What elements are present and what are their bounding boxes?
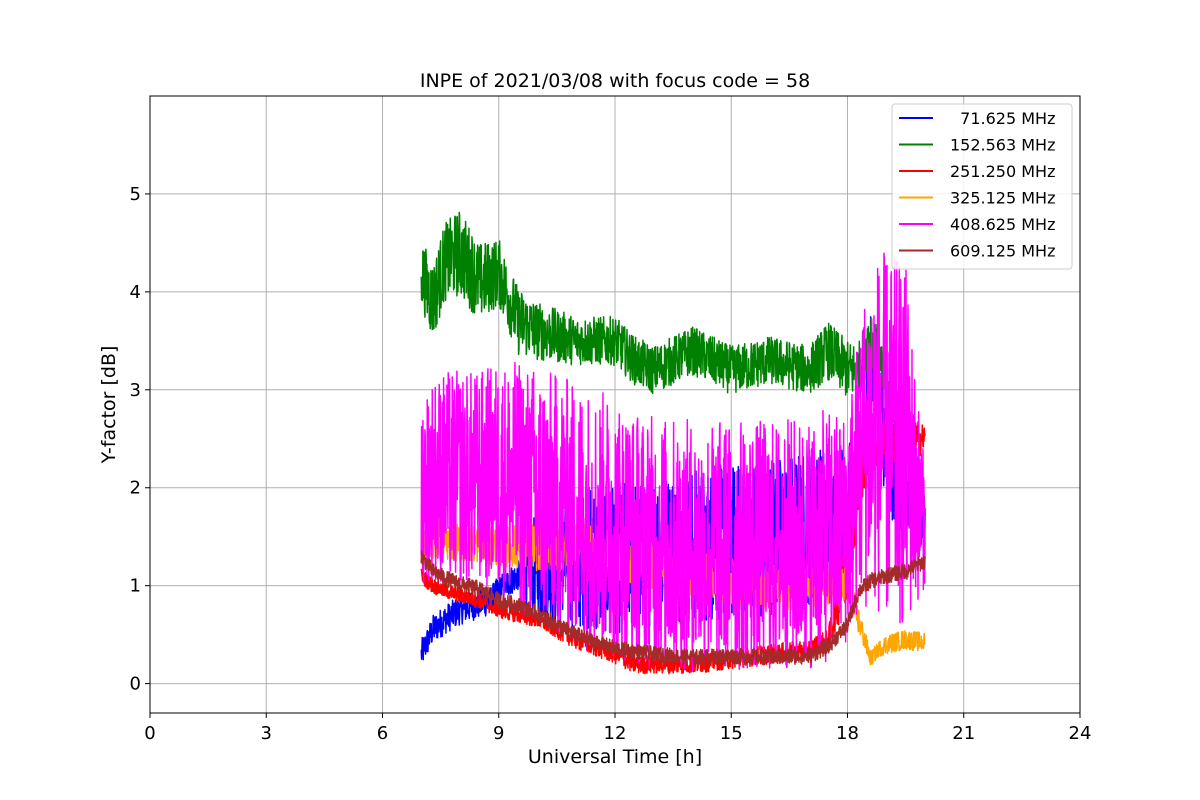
legend-label: 251.250 MHz (950, 162, 1055, 181)
x-tick-label: 9 (493, 723, 504, 744)
y-tick-label: 4 (130, 282, 141, 303)
y-tick-label: 2 (130, 478, 141, 499)
y-tick-label: 1 (130, 576, 141, 597)
y-axis-ticks: 0 1 2 3 4 5 (130, 184, 150, 695)
x-axis-ticks: 0 3 6 9 12 15 18 21 24 (144, 713, 1091, 744)
series-line-1 (420, 211, 926, 515)
x-axis-label: Universal Time [h] (528, 746, 702, 768)
legend: 71.625 MHz 152.563 MHz 251.250 MHz 325.125 … (891, 103, 1073, 270)
x-tick-label: 18 (836, 723, 859, 744)
x-tick-label: 3 (261, 723, 272, 744)
chart-title: INPE of 2021/03/08 with focus code = 58 (420, 70, 810, 92)
series-line-4 (420, 252, 926, 672)
y-tick-label: 3 (130, 380, 141, 401)
y-tick-label: 0 (130, 674, 141, 695)
legend-label: 408.625 MHz (950, 215, 1055, 234)
series-line-5 (420, 550, 926, 666)
legend-label: 609.125 MHz (950, 242, 1055, 261)
x-tick-label: 24 (1069, 723, 1092, 744)
legend-box (891, 103, 1073, 270)
x-tick-label: 21 (952, 723, 975, 744)
legend-label: 152.563 MHz (950, 136, 1055, 155)
x-tick-label: 15 (720, 723, 743, 744)
legend-label: 71.625 MHz (950, 109, 1055, 128)
x-tick-label: 12 (604, 723, 627, 744)
plot-area (420, 211, 926, 675)
x-tick-label: 6 (377, 723, 388, 744)
x-tick-label: 0 (144, 723, 155, 744)
legend-label: 325.125 MHz (950, 189, 1055, 208)
y-axis-label: Y-factor [dB] (98, 346, 120, 465)
y-tick-label: 5 (130, 184, 141, 205)
